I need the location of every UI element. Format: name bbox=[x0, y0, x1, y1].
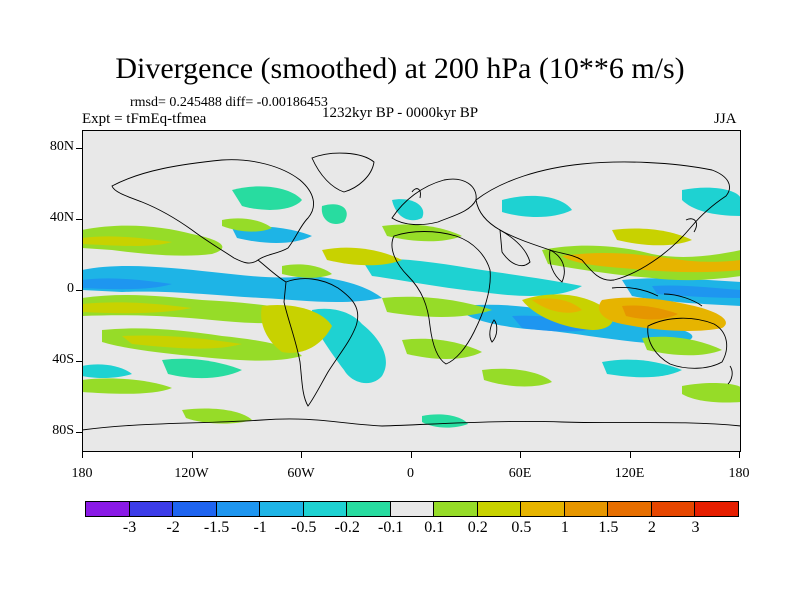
lon-tick-label: 60W bbox=[287, 466, 315, 481]
map-frame bbox=[82, 130, 741, 452]
colorbar-label: -0.5 bbox=[290, 519, 317, 536]
colorbar-box bbox=[346, 501, 391, 517]
period-label: 1232kyr BP - 0000kyr BP bbox=[322, 105, 479, 121]
lat-tick bbox=[76, 432, 82, 434]
lon-tick-label: 120W bbox=[174, 466, 209, 481]
colorbar-label: -1 bbox=[253, 519, 267, 536]
lon-tick bbox=[82, 452, 83, 458]
lat-tick-label: 80N bbox=[49, 138, 74, 154]
lon-tick bbox=[301, 452, 302, 458]
lon-tick-label: 60E bbox=[508, 466, 532, 481]
lat-tick-label: 40N bbox=[49, 209, 74, 225]
colorbar-label: -2 bbox=[166, 519, 180, 536]
colorbar bbox=[85, 501, 739, 517]
colorbar-label: 2 bbox=[647, 519, 656, 536]
colorbar-label: -1.5 bbox=[203, 519, 230, 536]
plot-title: Divergence (smoothed) at 200 hPa (10**6 … bbox=[115, 52, 685, 85]
colorbar-box bbox=[302, 501, 348, 517]
colorbar-label: 1 bbox=[560, 519, 569, 536]
colorbar-label: -3 bbox=[122, 519, 137, 536]
season-label: JJA bbox=[714, 111, 737, 127]
colorbar-box bbox=[433, 501, 478, 517]
colorbar-label: 0.2 bbox=[467, 519, 488, 536]
lat-tick-label: 80S bbox=[52, 423, 74, 439]
colorbar-box bbox=[128, 501, 174, 517]
colorbar-box bbox=[476, 501, 522, 517]
colorbar-box bbox=[215, 501, 261, 517]
coastlines bbox=[82, 152, 741, 431]
colorbar-label: 0.5 bbox=[511, 519, 532, 536]
colorbar-label: 0.1 bbox=[424, 519, 445, 536]
lon-tick-label: 180 bbox=[728, 466, 750, 481]
lon-tick-label: 0 bbox=[407, 466, 414, 481]
colorbar-box bbox=[259, 501, 304, 517]
rmsd-diff-stats: rmsd= 0.245488 diff= -0.00186453 bbox=[130, 95, 328, 110]
colorbar-label: -0.1 bbox=[378, 519, 404, 536]
experiment-label: Expt = tFmEq-tfmea bbox=[82, 111, 207, 127]
colorbar-box bbox=[520, 501, 565, 517]
colorbar-box bbox=[607, 501, 652, 517]
lat-tick bbox=[76, 147, 82, 149]
lat-tick bbox=[76, 290, 82, 291]
colorbar-label: -0.2 bbox=[334, 519, 360, 536]
negative-divergence-field bbox=[82, 186, 741, 428]
lon-tick bbox=[629, 452, 631, 458]
colorbar-label: 1.5 bbox=[598, 519, 619, 536]
lon-tick bbox=[739, 452, 740, 458]
lon-tick-label: 120E bbox=[614, 466, 645, 481]
lat-tick bbox=[76, 218, 82, 220]
divergence-map bbox=[82, 130, 741, 452]
colorbar-box bbox=[85, 501, 130, 517]
lon-tick-label: 180 bbox=[71, 466, 93, 481]
colorbar-label: 3 bbox=[691, 519, 700, 536]
colorbar-box bbox=[172, 501, 217, 517]
lon-tick bbox=[410, 452, 412, 458]
colorbar-box bbox=[694, 501, 739, 517]
colorbar-box bbox=[389, 501, 435, 517]
lat-tick bbox=[76, 361, 82, 363]
colorbar-box bbox=[563, 501, 609, 517]
lat-tick-label: 40S bbox=[52, 352, 74, 368]
lon-tick bbox=[520, 452, 521, 458]
lat-tick-label: 0 bbox=[67, 281, 74, 296]
lon-tick bbox=[191, 452, 193, 458]
colorbar-box bbox=[650, 501, 696, 517]
